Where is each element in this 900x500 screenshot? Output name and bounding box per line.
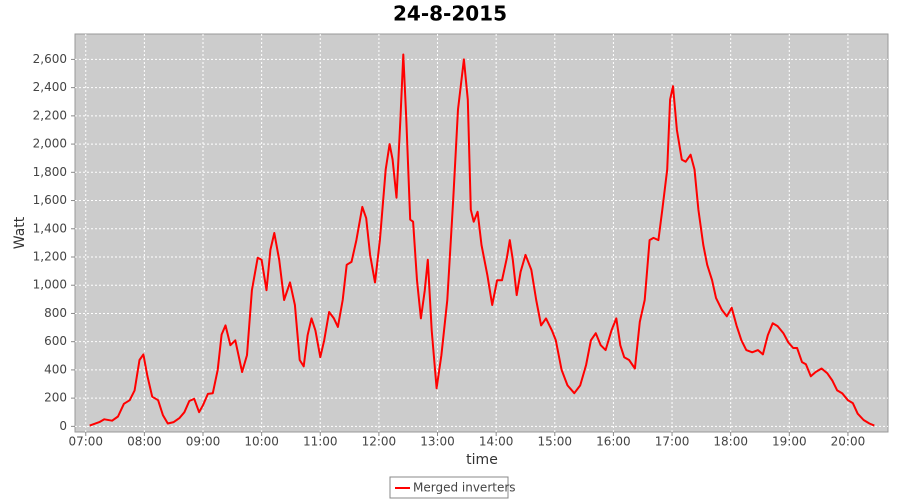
y-tick-label: 1,400 (33, 221, 67, 235)
legend (389, 476, 509, 499)
y-tick-label: 2,200 (33, 108, 67, 122)
x-tick-label: 08:00 (127, 435, 162, 449)
y-tick-label: 600 (44, 334, 67, 348)
y-tick-label: 2,000 (33, 137, 67, 151)
x-tick-label: 19:00 (772, 435, 807, 449)
x-tick-label: 13:00 (420, 435, 455, 449)
x-tick-label: 12:00 (362, 435, 397, 449)
x-tick-label: 20:00 (831, 435, 866, 449)
y-tick-label: 800 (44, 306, 67, 320)
y-tick-label: 2,400 (33, 80, 67, 94)
series-line (89, 53, 875, 427)
x-tick-label: 09:00 (186, 435, 221, 449)
x-tick-label: 14:00 (479, 435, 514, 449)
y-tick-label: 200 (44, 391, 67, 405)
x-tick-label: 15:00 (537, 435, 572, 449)
x-tick-label: 16:00 (596, 435, 631, 449)
chart-title: 24-8-2015 (393, 2, 507, 26)
y-tick-label: 1,800 (33, 165, 67, 179)
x-tick-label: 07:00 (68, 435, 103, 449)
x-tick-label: 18:00 (713, 435, 748, 449)
y-axis-label: Watt (12, 216, 28, 249)
y-tick-label: 1,000 (33, 278, 67, 292)
x-axis-label: time (466, 452, 498, 468)
plot-area (74, 33, 889, 433)
y-tick-label: 0 (59, 419, 67, 433)
x-tick-label: 10:00 (244, 435, 279, 449)
x-tick-label: 17:00 (655, 435, 690, 449)
x-tick-label: 11:00 (303, 435, 338, 449)
y-tick-label: 400 (44, 362, 67, 376)
y-tick-label: 2,600 (33, 52, 67, 66)
y-tick-label: 1,200 (33, 249, 67, 263)
y-tick-label: 1,600 (33, 193, 67, 207)
legend-label: Merged inverters (413, 481, 516, 495)
